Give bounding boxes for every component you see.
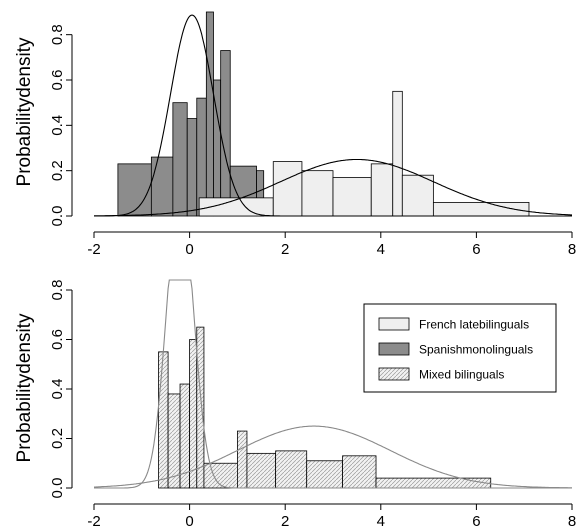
- density-curve-p2-2: [94, 425, 572, 489]
- legend-swatch-1: [378, 317, 410, 331]
- y-tick-label: 0.4: [49, 379, 66, 400]
- legend-label-1: French latebilinguals: [419, 318, 529, 332]
- x-tick-label: 0: [185, 513, 193, 526]
- bar-p2-s1-10: [306, 460, 343, 489]
- bar-p1-s2-4: [332, 177, 372, 217]
- bar-p1-s1-4: [186, 118, 198, 217]
- y-tick-label: 0.4: [49, 115, 66, 136]
- x-tick-label: 2: [281, 241, 289, 258]
- bar-p1-s2-3: [301, 170, 334, 217]
- bar-p1-s1-2: [150, 156, 174, 217]
- y-tick-label: 0.6: [49, 329, 66, 350]
- bar-p1-s1-8: [220, 50, 231, 217]
- x-tick-label: 4: [377, 241, 385, 258]
- bar-p1-s2-6: [392, 90, 403, 217]
- legend-label-2: Spanishmonolinguals: [419, 343, 533, 357]
- bar-p2-s1-5: [196, 326, 205, 489]
- y-tick-label: 0.2: [49, 428, 66, 449]
- bar-p2-s1-9: [275, 450, 308, 489]
- x-tick-label: 8: [568, 513, 576, 526]
- bar-p1-s2-5: [370, 163, 394, 217]
- x-tick-label: 4: [377, 513, 385, 526]
- bar-p1-s1-1: [117, 163, 152, 217]
- y-tick-label: 0.0: [49, 478, 66, 499]
- y-tick-label: 0.8: [49, 280, 66, 301]
- legend-swatch-2: [378, 342, 410, 356]
- x-tick-label: -2: [87, 241, 100, 258]
- bar-p2-s1-12: [375, 477, 492, 489]
- x-tick-label: 8: [568, 241, 576, 258]
- y-tick-label: 0.8: [49, 24, 66, 45]
- x-tick-label: 6: [472, 241, 480, 258]
- bar-p1-s2-7: [401, 174, 434, 217]
- x-tick-label: 6: [472, 513, 480, 526]
- x-tick-label: -2: [87, 513, 100, 526]
- density-curve-p1-s1: [94, 14, 572, 217]
- bar-p2-s1-11: [342, 455, 377, 489]
- bar-p2-s1-1: [158, 351, 169, 489]
- x-tick-label: 2: [281, 513, 289, 526]
- y-axis-title-1: Probabilitydensity: [14, 37, 35, 186]
- y-tick-label: 0.2: [49, 160, 66, 181]
- bar-p1-s1-3: [172, 102, 188, 217]
- bar-p2-s1-6: [203, 462, 238, 489]
- density-curve-p2-1: [94, 279, 572, 489]
- bar-p2-s1-4: [189, 339, 198, 489]
- legend-label-3: Mixed bilinguals: [419, 368, 504, 382]
- bar-p2-s1-7: [236, 430, 248, 489]
- y-tick-label: 0.6: [49, 70, 66, 91]
- x-tick-label: 0: [185, 241, 193, 258]
- y-axis-title-2: Probabilitydensity: [14, 313, 35, 462]
- bar-p2-s1-2: [167, 393, 181, 489]
- bar-p1-s1-6: [205, 11, 214, 217]
- legend-swatch-3: [378, 367, 410, 381]
- y-tick-label: 0.0: [49, 206, 66, 227]
- bar-p2-s1-8: [246, 452, 277, 489]
- density-curve-p1-s2: [94, 158, 572, 217]
- bar-p1-s2-2: [272, 161, 303, 217]
